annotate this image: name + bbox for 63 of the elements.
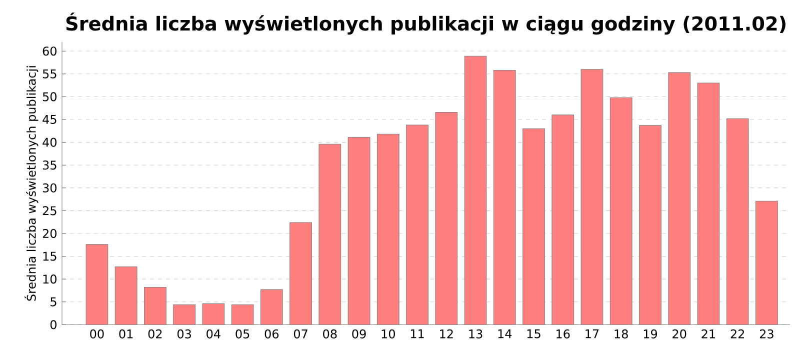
y-tick-label: 40	[42, 138, 56, 147]
bar	[202, 303, 225, 325]
x-tick-label: 22	[730, 329, 744, 338]
x-tick-label: 06	[264, 329, 279, 338]
y-tick-label: 5	[50, 297, 56, 306]
bar	[697, 82, 720, 325]
bar	[639, 125, 662, 325]
bar	[493, 70, 516, 325]
x-tick-label: 03	[177, 329, 191, 338]
bar	[318, 144, 342, 325]
bar	[114, 266, 138, 325]
bar	[552, 114, 574, 325]
y-tick-label: 15	[43, 252, 56, 261]
x-tick-label: 16	[556, 329, 570, 338]
bar	[376, 134, 400, 325]
y-tick-label: 45	[42, 115, 56, 124]
bar	[231, 304, 254, 325]
y-tick-label: 0	[50, 320, 56, 330]
x-tick-label: 10	[382, 329, 395, 338]
x-tick-label: 18	[614, 329, 628, 338]
x-tick-label: 04	[206, 329, 220, 338]
bar	[173, 304, 196, 325]
bar	[406, 124, 428, 325]
chart-title: Średnia liczba wyświetlonych publikacji w ciągu godziny (2011.02)	[66, 12, 786, 35]
y-tick-label: 30	[42, 183, 56, 192]
x-tick-label: 20	[672, 329, 686, 338]
y-tick-label: 60	[42, 46, 56, 56]
bar	[260, 289, 283, 325]
x-tick-label: 00	[90, 329, 104, 338]
bar	[86, 244, 108, 325]
bar	[668, 72, 691, 325]
x-tick-label: 05	[236, 329, 250, 338]
x-tick-label: 11	[410, 329, 424, 338]
x-tick-label: 08	[323, 329, 337, 338]
bar	[464, 56, 487, 325]
bar	[435, 112, 458, 325]
x-tick-label: 19	[644, 329, 658, 338]
y-axis-title: Średnia liczba wyświetlonych publikacji	[24, 66, 38, 301]
x-tick-label: 12	[440, 329, 453, 338]
x-tick-label: 15	[527, 329, 540, 338]
bar	[756, 200, 778, 325]
x-tick-label: 14	[498, 329, 512, 338]
x-tick-label: 09	[352, 329, 366, 338]
x-tick-label: 13	[469, 329, 482, 338]
x-tick-label: 17	[586, 329, 599, 338]
x-tick-label: 23	[760, 329, 774, 338]
x-tick-label: 07	[294, 329, 308, 338]
bar	[290, 222, 312, 325]
bar	[580, 69, 604, 325]
x-tick-label: 21	[702, 329, 715, 338]
x-tick-label: 02	[148, 329, 162, 338]
bar	[348, 137, 370, 325]
bar	[726, 118, 749, 325]
y-tick-label: 55	[42, 69, 56, 78]
y-tick-label: 20	[42, 228, 56, 238]
bar	[144, 287, 166, 325]
bar	[610, 97, 632, 325]
y-tick-label: 35	[42, 160, 56, 170]
x-tick-label: 01	[119, 329, 133, 338]
bar	[522, 128, 545, 325]
y-tick-label: 25	[42, 206, 56, 216]
y-tick-label: 50	[42, 92, 56, 102]
y-tick-label: 10	[43, 274, 56, 284]
